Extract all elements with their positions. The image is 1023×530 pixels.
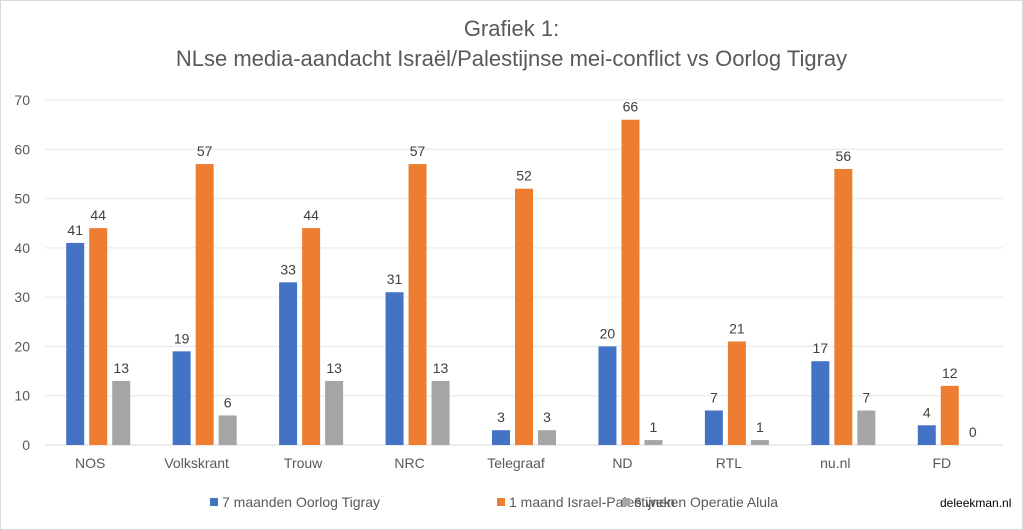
bar <box>811 361 830 445</box>
bar <box>621 119 640 445</box>
bar <box>644 440 663 445</box>
chart-title-line1: Grafiek 1: <box>463 16 560 41</box>
bar <box>704 410 723 445</box>
data-label: 1 <box>756 419 764 435</box>
data-label: 31 <box>387 271 403 287</box>
bar <box>89 228 108 445</box>
bar <box>385 292 404 445</box>
data-label: 57 <box>410 143 426 159</box>
bar <box>66 242 85 445</box>
data-label: 0 <box>969 424 977 440</box>
chart-title-line2: NLse media-aandacht Israël/Palestijnse m… <box>175 46 848 71</box>
y-tick-label: 50 <box>14 191 30 207</box>
bar <box>195 164 214 446</box>
bar <box>940 385 959 445</box>
data-label: 7 <box>862 390 870 406</box>
bar <box>857 410 876 445</box>
legend-label: 1 maand Israel-Palestijnen <box>509 494 675 510</box>
data-label: 44 <box>303 207 319 223</box>
legend-item: 1 maand Israel-Palestijnen <box>497 494 675 510</box>
bar <box>218 415 237 445</box>
y-tick-label: 30 <box>14 289 30 305</box>
legend-label: 7 maanden Oorlog Tigray <box>222 494 380 510</box>
credit-text: deleekman.nl <box>940 496 1012 510</box>
bar <box>492 430 510 445</box>
legend-item: 7 maanden Oorlog Tigray <box>210 494 380 510</box>
x-tick-label: FD <box>932 455 951 471</box>
x-tick-label: NOS <box>75 455 105 471</box>
bar <box>538 430 556 445</box>
x-tick-label: RTL <box>716 455 742 471</box>
legend-swatch <box>622 498 630 506</box>
bar <box>408 164 427 446</box>
data-label: 12 <box>942 365 958 381</box>
data-label: 4 <box>923 404 931 420</box>
bar <box>917 425 936 445</box>
data-label: 13 <box>113 360 129 376</box>
x-tick-label: Volkskrant <box>164 455 229 471</box>
bar <box>834 169 853 445</box>
bar <box>325 380 344 445</box>
data-label: 20 <box>600 325 616 341</box>
data-label: 7 <box>710 390 718 406</box>
x-tick-label: NRC <box>394 455 424 471</box>
x-tick-label: nu.nl <box>820 455 850 471</box>
bar <box>172 351 191 445</box>
data-label: 1 <box>650 419 658 435</box>
y-tick-label: 20 <box>14 338 30 354</box>
bar <box>727 341 746 445</box>
x-tick-label: Telegraaf <box>487 455 545 471</box>
bar <box>431 380 450 445</box>
data-label: 17 <box>813 340 829 356</box>
bar <box>302 228 321 445</box>
x-tick-label: Trouw <box>284 455 323 471</box>
bar <box>515 188 533 445</box>
data-label: 57 <box>197 143 213 159</box>
data-label: 52 <box>516 168 532 184</box>
y-tick-label: 70 <box>14 92 30 108</box>
bar <box>112 380 131 445</box>
y-tick-label: 10 <box>14 388 30 404</box>
bar <box>750 440 769 445</box>
legend-label: 6 weken Operatie Alula <box>634 494 778 510</box>
data-label: 41 <box>67 222 83 238</box>
bar <box>598 346 617 445</box>
data-label: 19 <box>174 330 190 346</box>
data-label: 13 <box>433 360 449 376</box>
legend-item: 6 weken Operatie Alula <box>622 494 778 510</box>
data-label: 3 <box>497 409 505 425</box>
y-tick-label: 40 <box>14 240 30 256</box>
data-label: 13 <box>326 360 342 376</box>
legend-swatch <box>497 498 505 506</box>
x-tick-label: ND <box>612 455 632 471</box>
data-label: 3 <box>543 409 551 425</box>
data-label: 33 <box>280 261 296 277</box>
bar <box>279 282 298 445</box>
data-label: 21 <box>729 321 745 337</box>
y-tick-label: 60 <box>14 141 30 157</box>
data-label: 56 <box>836 148 852 164</box>
data-label: 66 <box>623 99 639 115</box>
y-tick-label: 0 <box>22 437 30 453</box>
legend-swatch <box>210 498 218 506</box>
data-label: 44 <box>90 207 106 223</box>
data-label: 6 <box>224 394 232 410</box>
